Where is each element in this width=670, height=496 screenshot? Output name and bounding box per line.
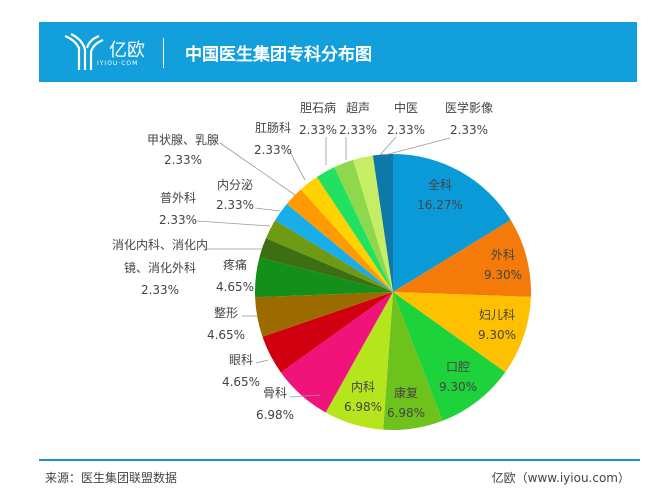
pie-slice: [334, 159, 393, 292]
pie-slice: [265, 220, 393, 292]
source-note: 来源：医生集团联盟数据: [45, 471, 178, 485]
slice-value-label: 2.33%: [216, 198, 254, 212]
slice-value-label: 9.30%: [484, 268, 522, 282]
slice-value-label: 2.33%: [387, 123, 425, 137]
slice-label: 妇儿科: [479, 308, 515, 322]
slice-value-label: 16.27%: [417, 198, 463, 212]
leader-line: [384, 137, 451, 156]
slice-value-label: 2.33%: [164, 153, 202, 167]
slice-label: 消化内科、消化内: [112, 238, 208, 252]
slice-value-label: 2.33%: [159, 213, 197, 227]
slice-label: 全科: [428, 177, 452, 192]
slice-value-label: 2.33%: [254, 143, 292, 157]
pie-slice: [275, 203, 393, 292]
slice-value-label: 6.98%: [256, 408, 294, 422]
slice-label: 超声: [346, 100, 370, 115]
pie-slice: [325, 292, 393, 430]
slice-value-label: 2.33%: [450, 123, 488, 137]
credit-note: 亿欧（www.iyiou.com）: [491, 471, 630, 485]
pie-slice: [393, 292, 506, 421]
slice-value-label: 2.33%: [141, 283, 179, 297]
leader-line: [254, 207, 281, 212]
slice-label: 口腔: [446, 359, 470, 374]
yiou-logo-icon: [64, 33, 104, 70]
pie-slice: [259, 238, 393, 292]
slice-label: 康复: [394, 385, 418, 400]
slice-label: 疼痛: [223, 257, 247, 272]
slice-label: 眼科: [229, 353, 253, 367]
pie-slice: [262, 292, 393, 373]
slice-label: 胆石病: [300, 100, 336, 115]
slice-value-label: 4.65%: [222, 375, 260, 389]
pie-slice: [286, 189, 393, 292]
pie-slice: [393, 292, 531, 373]
slice-label: 外科: [491, 248, 515, 262]
slice-value-label: 4.65%: [216, 280, 254, 294]
pie-slice: [393, 220, 531, 297]
pie-slice: [255, 257, 393, 298]
page-title: 中国医生集团专科分布图: [185, 45, 372, 65]
pie-slice: [316, 167, 393, 292]
leader-line: [289, 151, 306, 181]
leader-line: [289, 394, 321, 398]
leader-line: [255, 359, 269, 364]
slice-value-label: 9.30%: [439, 380, 477, 394]
slice-value-label: 4.65%: [207, 328, 245, 342]
slice-value-label: 9.30%: [478, 328, 516, 342]
pie-slice: [393, 154, 511, 292]
pie-slice: [300, 176, 393, 292]
slice-label: 整形: [214, 305, 238, 320]
slice-label: 肛肠科: [255, 121, 291, 135]
slice-label: 普外科: [160, 191, 196, 205]
pie-slice: [372, 154, 393, 292]
slice-label: 中医: [394, 100, 418, 115]
pie-slice: [280, 292, 393, 413]
slice-value-label: 2.33%: [339, 123, 377, 137]
leader-line: [196, 220, 271, 227]
header-bar: 亿欧 IYIOU·COM 中国医生集团专科分布图: [39, 22, 637, 82]
pie-slice: [255, 292, 393, 337]
header-divider: [163, 38, 164, 68]
slice-value-label: 6.98%: [344, 400, 382, 414]
slice-label: 镜、消化外科: [124, 260, 196, 275]
slice-label: 甲状腺、乳腺: [147, 133, 219, 147]
slice-label: 骨科: [263, 386, 287, 400]
slice-value-label: 2.33%: [299, 123, 337, 137]
footer-divider: [39, 459, 640, 461]
slice-label: 内科: [351, 380, 375, 394]
pie-slice: [353, 155, 393, 292]
logo-subtext: IYIOU·COM: [97, 60, 139, 67]
leader-line: [379, 136, 397, 156]
slice-label: 内分泌: [217, 178, 253, 192]
leader-line: [219, 142, 296, 196]
logo-text: 亿欧: [109, 40, 145, 61]
slice-label: 医学影像: [445, 100, 493, 115]
pie-slice: [383, 292, 443, 430]
slice-value-label: 6.98%: [387, 406, 425, 420]
